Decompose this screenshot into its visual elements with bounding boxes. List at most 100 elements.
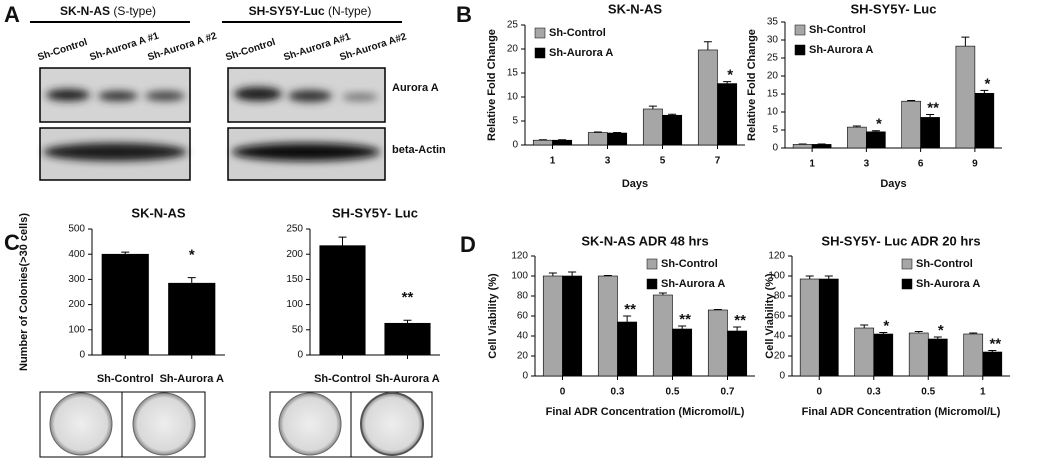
legend-label: Sh-Aurora A (661, 278, 725, 290)
y-tick-label: 25 (507, 20, 519, 31)
legend-swatch (646, 258, 658, 270)
x-tick-label: Sh-Aurora A (160, 373, 224, 385)
x-tick-label: 0.5 (921, 387, 935, 398)
panel-label: C (4, 230, 20, 255)
y-tick-label: 80 (517, 291, 529, 302)
legend-label: Sh-Aurora A (549, 47, 613, 59)
bar (101, 253, 149, 356)
y-tick-label: 5 (512, 116, 518, 127)
y-tick-label: 40 (517, 331, 529, 342)
bar (662, 114, 683, 146)
error-bar (603, 275, 612, 276)
y-tick-label: 80 (774, 291, 786, 302)
error-bar (668, 113, 677, 116)
chart-title: SK-N-AS ADR 48 hrs (581, 233, 708, 248)
bar (799, 278, 820, 377)
x-tick-label: Sh-Control (314, 373, 371, 385)
y-tick-label: 15 (767, 89, 779, 100)
y-tick-label: 10 (507, 92, 519, 103)
y-tick-label: 10 (767, 107, 779, 118)
blot-header: SK-N-AS (S-type) (60, 4, 156, 18)
bar (963, 333, 984, 377)
chart-title: SH-SY5Y- Luc (332, 205, 418, 220)
y-tick-label: 20 (767, 71, 779, 82)
bar (955, 45, 976, 149)
x-tick-label: 0.7 (721, 387, 735, 398)
x-axis-label: Final ADR Concentration (Micromol/L) (546, 406, 745, 418)
bar (717, 83, 738, 146)
significance: * (189, 247, 195, 264)
panel-label: A (4, 2, 20, 27)
significance: * (984, 75, 990, 92)
error-bar (988, 350, 997, 352)
x-tick-label: 0 (560, 387, 566, 398)
panel-label: B (456, 2, 472, 27)
legend-label: Sh-Aurora A (916, 278, 980, 290)
x-tick-label: 0 (816, 387, 822, 398)
error-bar (548, 272, 557, 276)
bar (908, 332, 929, 377)
significance: ** (624, 301, 636, 318)
error-bar (703, 41, 712, 50)
significance: ** (679, 311, 691, 328)
bar (319, 245, 366, 356)
y-tick-label: 60 (774, 311, 786, 322)
y-tick-label: 120 (511, 251, 528, 262)
y-tick-label: 20 (517, 351, 529, 362)
error-bar (871, 130, 880, 132)
y-tick-label: 0 (779, 371, 785, 382)
lane-label: Sh-Control (224, 37, 277, 63)
y-tick-label: 0 (522, 371, 528, 382)
y-axis-label: Cell Viability (%) (764, 273, 776, 359)
legend-swatch (534, 47, 546, 59)
significance: * (727, 67, 733, 84)
y-tick-label: 35 (767, 17, 779, 28)
x-axis-label: Days (622, 178, 648, 190)
bar (542, 275, 563, 377)
y-tick-label: 5 (772, 125, 778, 136)
error-bar (678, 325, 687, 329)
error-bar (860, 324, 869, 328)
y-tick-label: 20 (774, 351, 786, 362)
y-tick-label: 0 (512, 140, 518, 151)
y-tick-label: 400 (68, 249, 85, 260)
legend-label: Sh-Control (549, 27, 606, 39)
cell-line: SH-SY5Y-Luc (249, 4, 325, 18)
chart-title: SH-SY5Y- Luc (851, 1, 937, 16)
y-tick-label: 120 (768, 251, 785, 262)
subtype: (N-type) (328, 4, 371, 18)
x-tick-label: 1 (809, 159, 815, 170)
significance: ** (989, 335, 1001, 352)
bar (727, 330, 748, 377)
bar (920, 117, 940, 149)
blot-row-label: Aurora A (392, 82, 439, 94)
x-tick-label: 5 (660, 156, 666, 167)
error-bar (121, 251, 130, 255)
blot-row-label: beta-Actin (392, 144, 446, 156)
blot-images (39, 67, 386, 181)
x-tick-label: Sh-Control (97, 373, 154, 385)
legend-swatch (901, 278, 913, 290)
x-tick-label: 0.3 (611, 387, 625, 398)
bar (552, 139, 573, 146)
bar (818, 278, 839, 377)
bar (697, 49, 718, 146)
bar (866, 131, 886, 149)
y-tick-label: 20 (507, 44, 519, 55)
legend-label: Sh-Control (809, 24, 866, 36)
bar (642, 108, 663, 146)
y-tick-label: 0 (297, 350, 303, 361)
bar (847, 126, 867, 149)
error-bar (648, 105, 657, 109)
y-tick-label: 500 (68, 224, 85, 235)
x-tick-label: 0.5 (666, 387, 680, 398)
bar (652, 294, 673, 377)
y-tick-label: 60 (517, 311, 529, 322)
x-tick-label: 3 (605, 156, 611, 167)
legend-swatch (794, 44, 806, 56)
legend-swatch (794, 24, 806, 36)
bar (927, 338, 948, 377)
bar (562, 275, 583, 377)
x-tick-label: 9 (972, 159, 978, 170)
error-bar (713, 309, 722, 310)
